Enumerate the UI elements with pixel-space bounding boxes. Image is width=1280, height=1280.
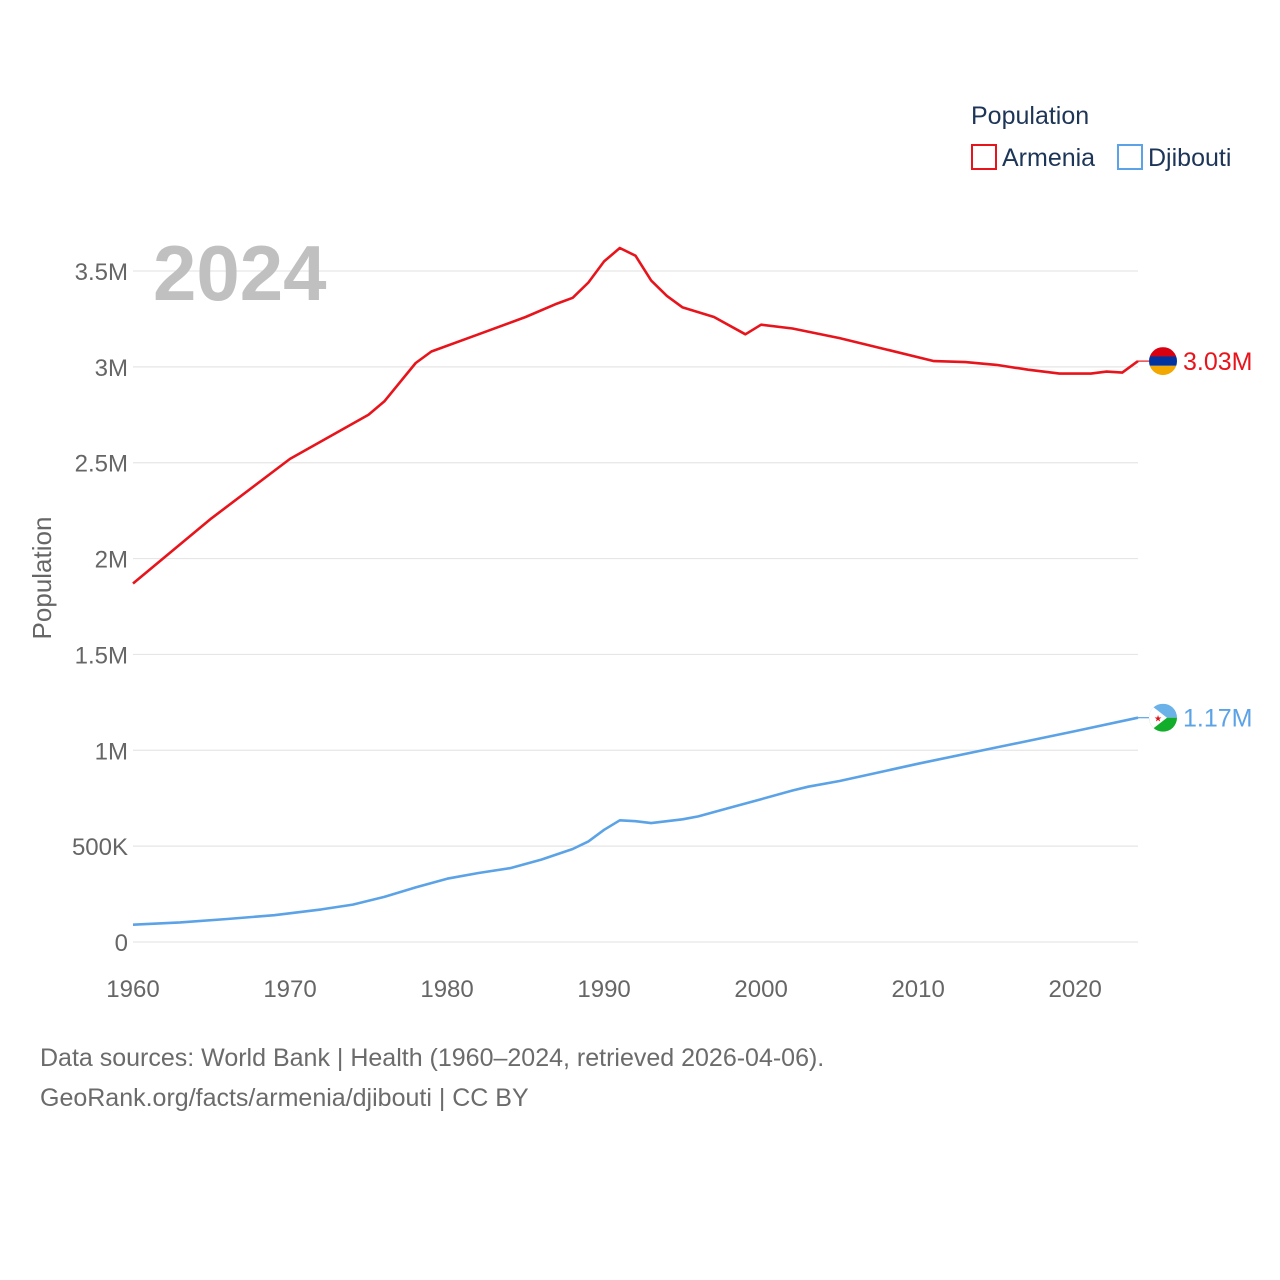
end-label-armenia: 3.03M: [1183, 348, 1252, 376]
y-tick-label: 3.5M: [75, 259, 128, 286]
series-lines: [132, 246, 1149, 926]
footer-sources: Data sources: World Bank | Health (1960–…: [40, 1044, 825, 1072]
series-line-armenia[interactable]: [132, 246, 1139, 585]
legend-swatch-djibouti: [1117, 144, 1143, 170]
y-tick-label: 3M: [95, 355, 128, 382]
x-tick-label: 2010: [891, 976, 944, 1003]
x-tick-label: 1960: [106, 976, 159, 1003]
series-line-djibouti[interactable]: [132, 716, 1139, 926]
legend-item-djibouti[interactable]: Djibouti: [1117, 144, 1231, 172]
end-label-djibouti: 1.17M: [1183, 705, 1252, 733]
y-axis-ticks: 0 500K 1M 1.5M 2M 2.5M 3M 3.5M: [72, 259, 128, 957]
x-axis-ticks: 1960 1970 1980 1990 2000 2010 2020: [106, 976, 1102, 1003]
y-tick-label: 2.5M: [75, 451, 128, 478]
legend-label-armenia: Armenia: [1002, 144, 1095, 172]
y-tick-label: 500K: [72, 834, 128, 861]
grid-lines: [133, 270, 1138, 943]
legend-item-armenia[interactable]: Armenia: [971, 144, 1095, 172]
legend-label-djibouti: Djibouti: [1148, 144, 1231, 172]
footer-attribution[interactable]: GeoRank.org/facts/armenia/djibouti | CC …: [40, 1084, 529, 1112]
legend-swatch-armenia: [971, 144, 997, 170]
x-tick-label: 1980: [420, 976, 473, 1003]
x-tick-label: 2000: [734, 976, 787, 1003]
y-tick-label: 2M: [95, 547, 128, 574]
y-tick-label: 1M: [95, 738, 128, 765]
x-tick-label: 2020: [1048, 976, 1101, 1003]
svg-text:★: ★: [1154, 715, 1162, 725]
legend: Population Armenia Djibouti: [971, 102, 1231, 172]
armenia-flag-icon: [1149, 347, 1177, 376]
djibouti-flag-icon: ★: [1149, 703, 1177, 732]
y-tick-label: 1.5M: [75, 642, 128, 669]
legend-title: Population: [971, 102, 1089, 130]
year-display: 2024: [153, 229, 327, 317]
y-tick-label: 0: [115, 930, 128, 957]
x-tick-label: 1990: [577, 976, 630, 1003]
y-axis-label: Population: [27, 517, 57, 640]
x-tick-label: 1970: [263, 976, 316, 1003]
